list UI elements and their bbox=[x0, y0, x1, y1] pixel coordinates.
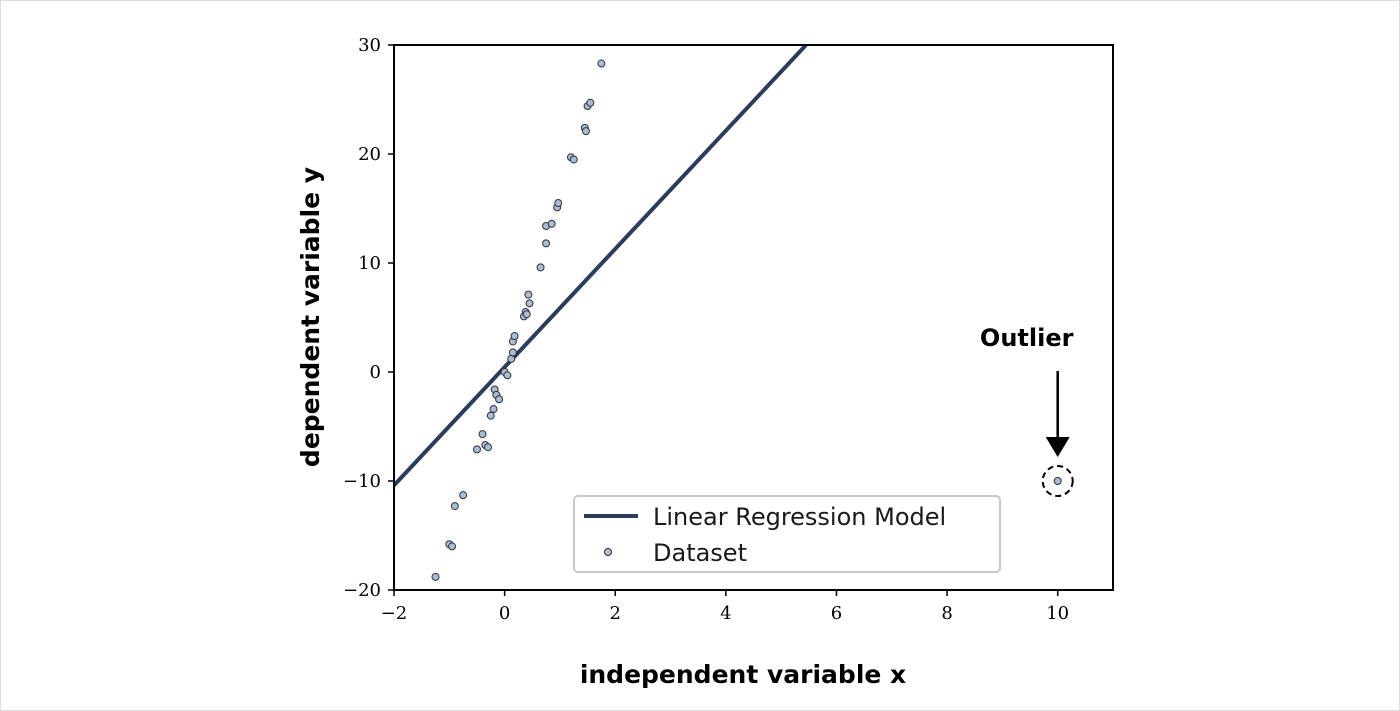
data-point bbox=[507, 354, 516, 363]
x-tick-label: 8 bbox=[941, 603, 952, 624]
data-point bbox=[484, 443, 493, 452]
data-point bbox=[486, 411, 495, 420]
data-point bbox=[478, 430, 487, 439]
x-tick-label: −2 bbox=[381, 603, 408, 624]
x-tick-label: 0 bbox=[499, 603, 510, 624]
data-point bbox=[503, 371, 512, 380]
data-point bbox=[495, 395, 504, 404]
data-point bbox=[459, 491, 468, 500]
y-tick-label: 30 bbox=[358, 35, 381, 56]
data-point bbox=[581, 127, 590, 136]
data-point bbox=[489, 405, 498, 414]
data-point bbox=[450, 502, 459, 511]
x-tick-label: 2 bbox=[610, 603, 621, 624]
data-point bbox=[472, 445, 481, 454]
outlier-annotation: Outlier bbox=[980, 324, 1074, 497]
data-point bbox=[542, 239, 551, 248]
legend: Linear Regression Model Dataset bbox=[573, 495, 1001, 573]
data-point bbox=[508, 348, 517, 357]
data-point bbox=[536, 263, 545, 272]
data-point bbox=[431, 572, 440, 581]
plot-marks bbox=[394, 45, 1062, 581]
plot-frame bbox=[393, 44, 1114, 591]
y-tick-label: −10 bbox=[343, 471, 381, 492]
x-tick-label: 10 bbox=[1046, 603, 1069, 624]
y-tick-label: 20 bbox=[358, 144, 381, 165]
data-point bbox=[522, 310, 531, 319]
outlier-label: Outlier bbox=[980, 324, 1074, 352]
x-tick-label: 4 bbox=[720, 603, 731, 624]
outlier-circle bbox=[1041, 465, 1074, 497]
data-point bbox=[569, 155, 578, 164]
data-point bbox=[510, 332, 519, 341]
x-axis-title: independent variable x bbox=[580, 660, 906, 689]
data-point bbox=[525, 299, 534, 308]
data-point bbox=[547, 219, 556, 228]
y-tick-label: 10 bbox=[358, 253, 381, 274]
regression-line bbox=[394, 45, 808, 487]
legend-dot-swatch bbox=[604, 548, 612, 556]
y-tick-label: −20 bbox=[343, 580, 381, 601]
y-axis-title: dependent variable y bbox=[296, 167, 325, 467]
legend-label-dataset: Dataset bbox=[653, 539, 747, 567]
data-point bbox=[554, 199, 563, 208]
data-point bbox=[448, 542, 457, 551]
legend-label-regression: Linear Regression Model bbox=[653, 503, 946, 531]
data-point bbox=[524, 290, 533, 299]
x-tick-label: 6 bbox=[831, 603, 842, 624]
data-point bbox=[586, 98, 595, 107]
data-point bbox=[597, 59, 606, 68]
outlier-arrow-head bbox=[1045, 437, 1070, 457]
legend-box bbox=[573, 495, 1001, 573]
y-tick-label: 0 bbox=[370, 362, 381, 383]
data-point bbox=[1053, 477, 1062, 485]
